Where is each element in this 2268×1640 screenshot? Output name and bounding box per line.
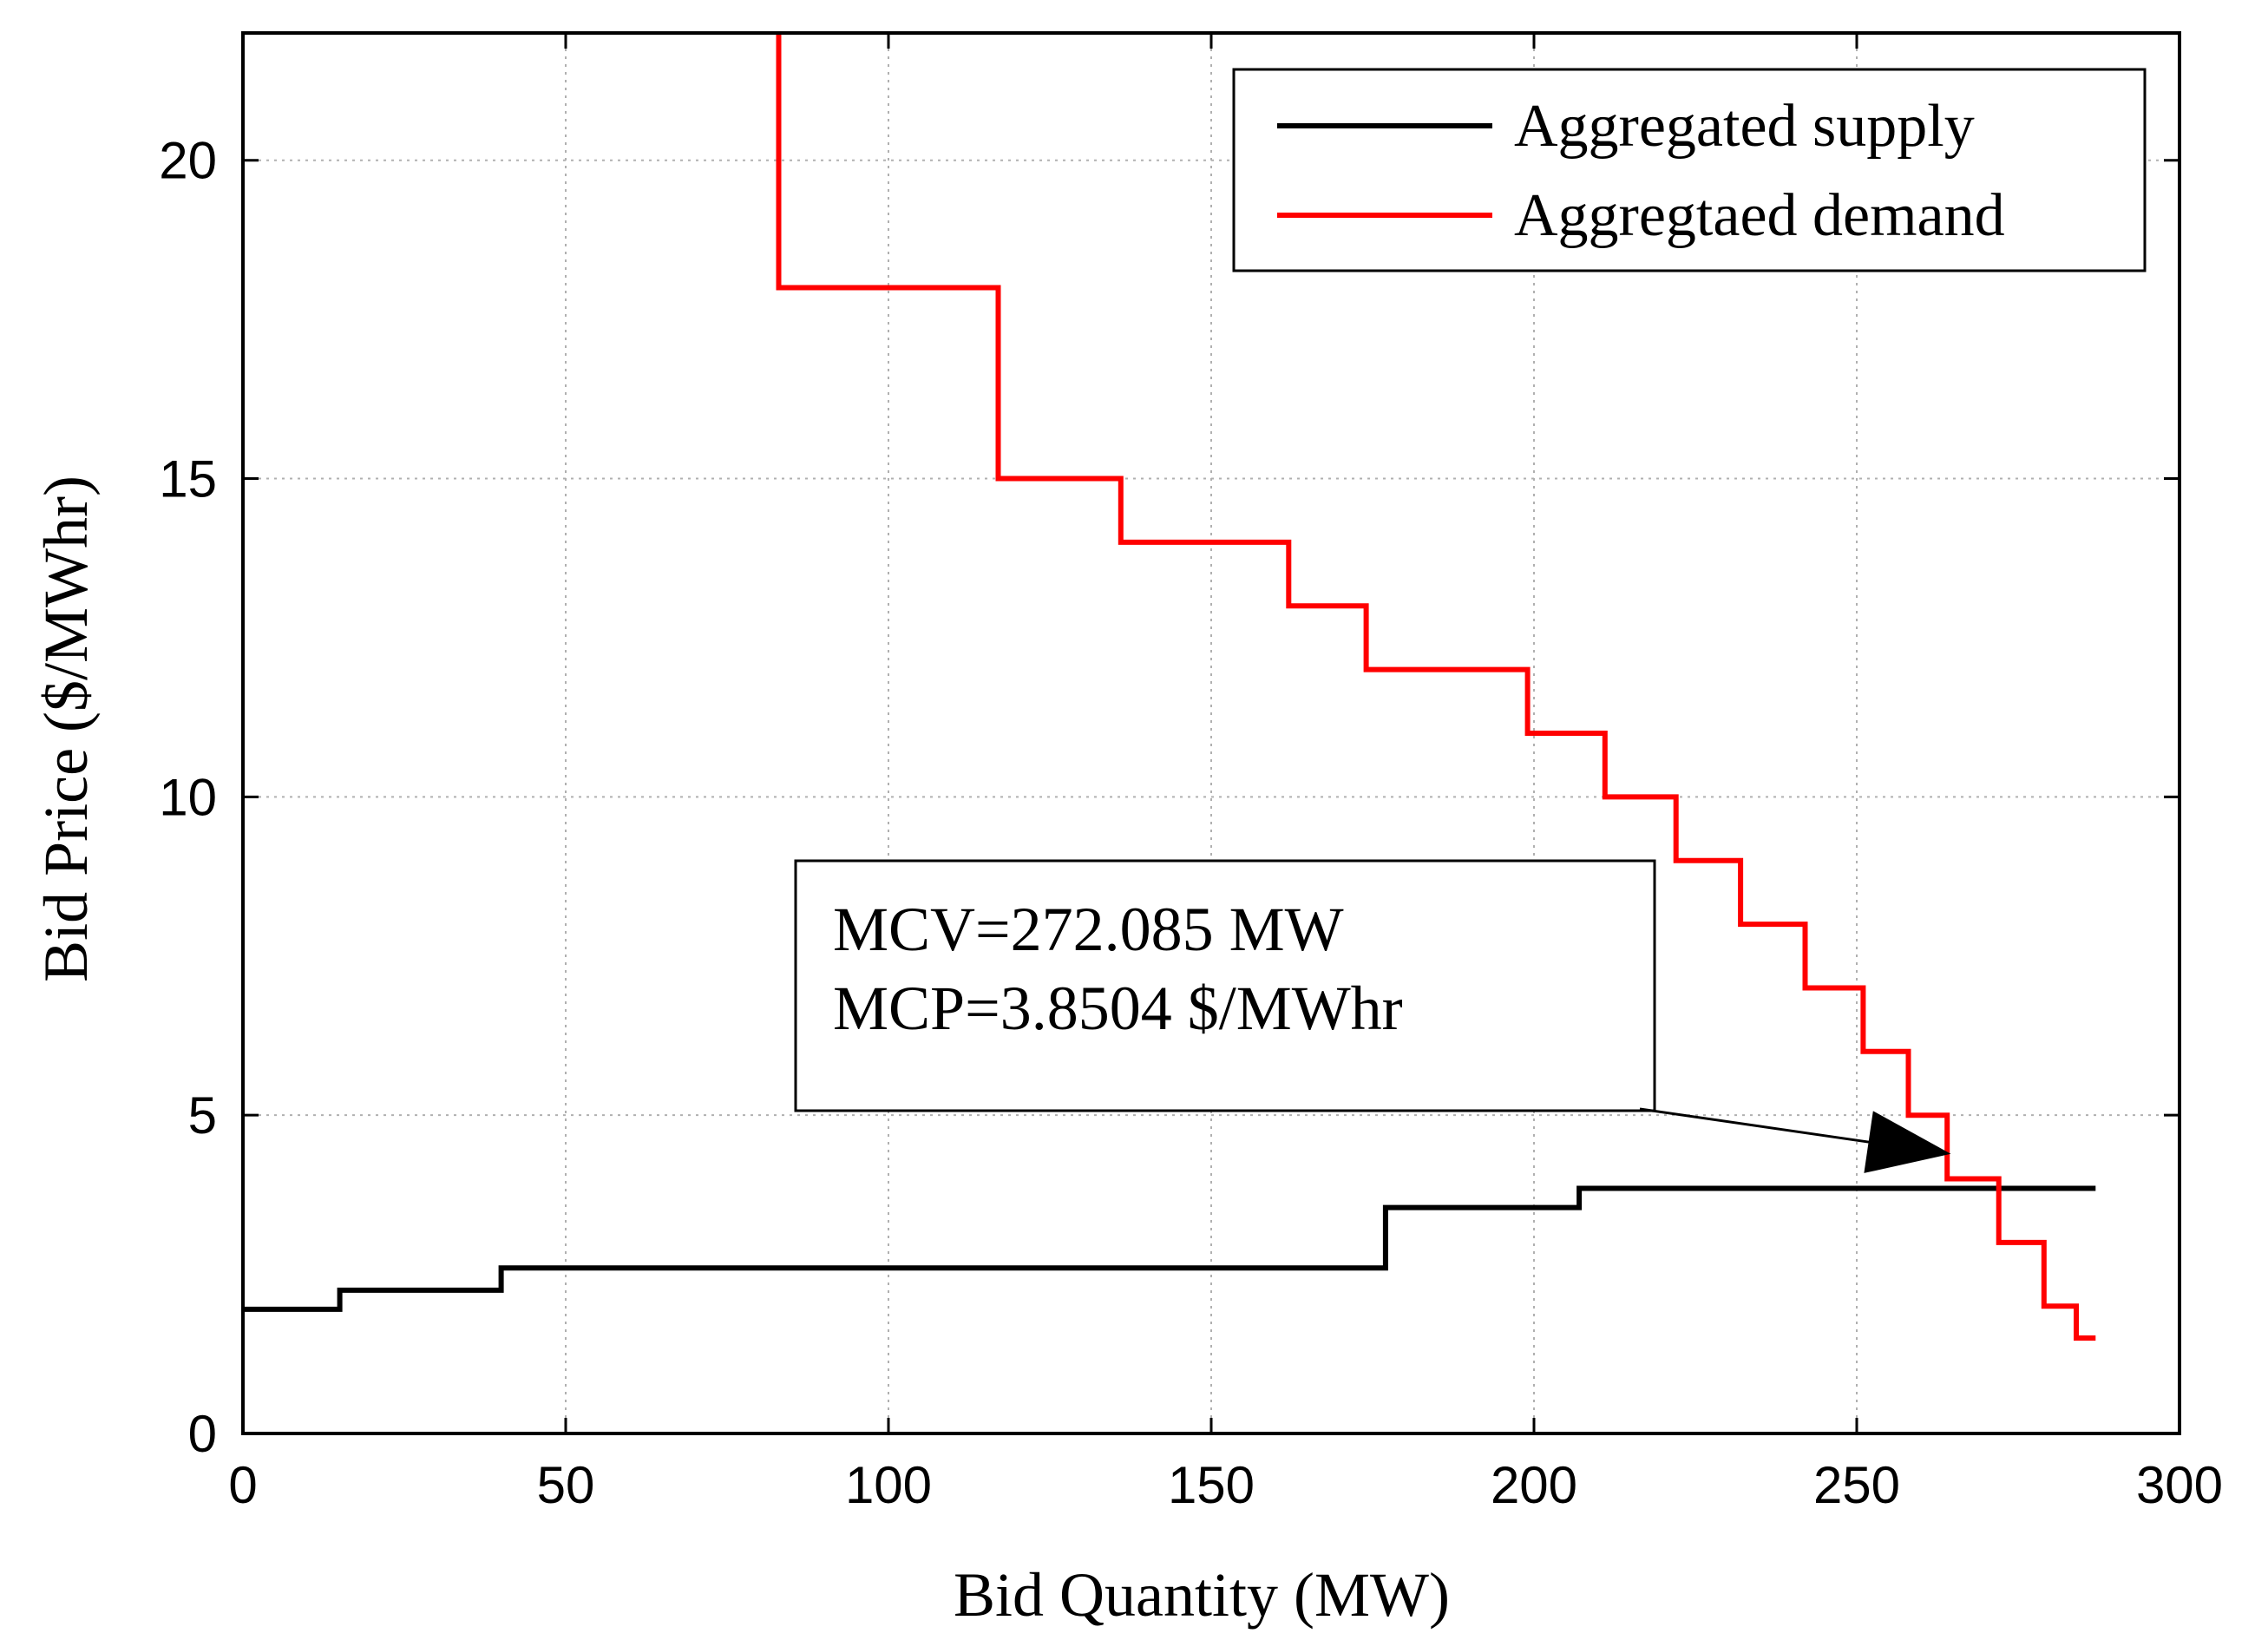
legend-label-demand: Aggregtaed demand [1514,182,2005,249]
x-tick-label: 50 [537,1456,595,1514]
annotation-mcv: MCV=272.085 MW [833,895,1344,964]
series-layer [243,33,2096,1341]
x-tick-label: 150 [1168,1456,1255,1514]
grid [243,33,2180,1433]
y-tick-label: 5 [188,1086,217,1145]
legend-label-supply: Aggregated supply [1514,93,1975,160]
annotation-box [794,859,1656,1112]
x-tick-label: 200 [1491,1456,1577,1514]
x-tick-label: 300 [2136,1456,2223,1514]
y-tick-label: 15 [159,450,217,508]
annotation: MCV=272.085 MW MCP=3.8504 $/MWhr [794,859,1951,1173]
y-tick-label: 20 [159,132,217,190]
legend-box [1232,68,2147,272]
annotation-arrow [1639,1107,1951,1173]
x-tick-label: 0 [228,1456,257,1514]
y-axis-label: Bid Price ($/MWhr) [31,476,101,982]
series-line-aggregated-supply [243,1185,2096,1312]
ticks: 0 50 100 150 200 250 300 0 5 10 15 20 [159,33,2223,1514]
x-tick-label: 250 [1813,1456,1900,1514]
y-tick-label: 0 [188,1405,217,1463]
y-tick-label: 10 [159,768,217,826]
annotation-mcp: MCP=3.8504 $/MWhr [833,974,1403,1043]
x-tick-label: 100 [845,1456,932,1514]
series-line-aggregtaed-demand [776,33,2096,1341]
legend: Aggregated supply Aggregtaed demand [1232,68,2147,272]
x-axis-label: Bid Quantity (MW) [954,1560,1450,1630]
